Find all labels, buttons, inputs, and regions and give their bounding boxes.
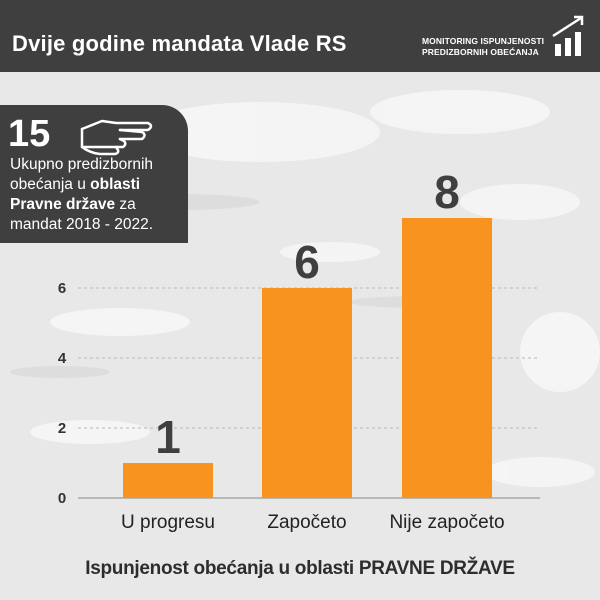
y-tick-label: 4 <box>58 350 67 367</box>
x-category-label: Započeto <box>267 512 346 533</box>
info-line4: mandat 2018 - 2022. <box>10 216 154 233</box>
header-bar: Dvije godine mandata Vlade RS MONITORING… <box>0 0 600 72</box>
header-subtitle-line2: PREDIZBORNIH OBEĆANJA <box>422 47 539 57</box>
page-title: Dvije godine mandata Vlade RS <box>12 31 347 56</box>
info-line2b: oblasti <box>90 176 141 193</box>
y-tick-label: 6 <box>58 280 66 297</box>
y-tick-label: 0 <box>58 490 66 507</box>
info-line2a: obećanja u <box>10 176 91 193</box>
chart-caption: Ispunjenost obećanja u oblasti PRAVNE DR… <box>85 558 515 579</box>
header-subtitle: MONITORING ISPUNJENOSTI PREDIZBORNIH OBE… <box>422 36 544 58</box>
bar <box>402 218 492 498</box>
info-line3a: Pravne države <box>10 196 116 213</box>
total-promises-box: 15 Ukupno predizbornih obećanja u oblast… <box>0 105 188 243</box>
info-line3b: za <box>115 196 136 213</box>
total-promises-number: 15 <box>8 113 51 155</box>
bar-value-label: 1 <box>155 411 181 463</box>
pointing-hand-icon <box>80 119 153 156</box>
x-category-label: Nije započeto <box>389 512 504 533</box>
x-category-label: U progresu <box>121 512 215 533</box>
bar-value-label: 6 <box>294 236 320 288</box>
bar-value-label: 8 <box>434 166 460 218</box>
y-tick-label: 2 <box>58 420 66 437</box>
bar-chart-up-icon <box>552 15 584 56</box>
total-promises-description: Ukupno predizbornih obećanja u oblasti P… <box>10 155 182 235</box>
bar <box>123 463 213 498</box>
header-subtitle-line1: MONITORING ISPUNJENOSTI <box>422 36 545 46</box>
bar <box>262 288 352 498</box>
info-line1: Ukupno predizbornih <box>10 156 154 173</box>
